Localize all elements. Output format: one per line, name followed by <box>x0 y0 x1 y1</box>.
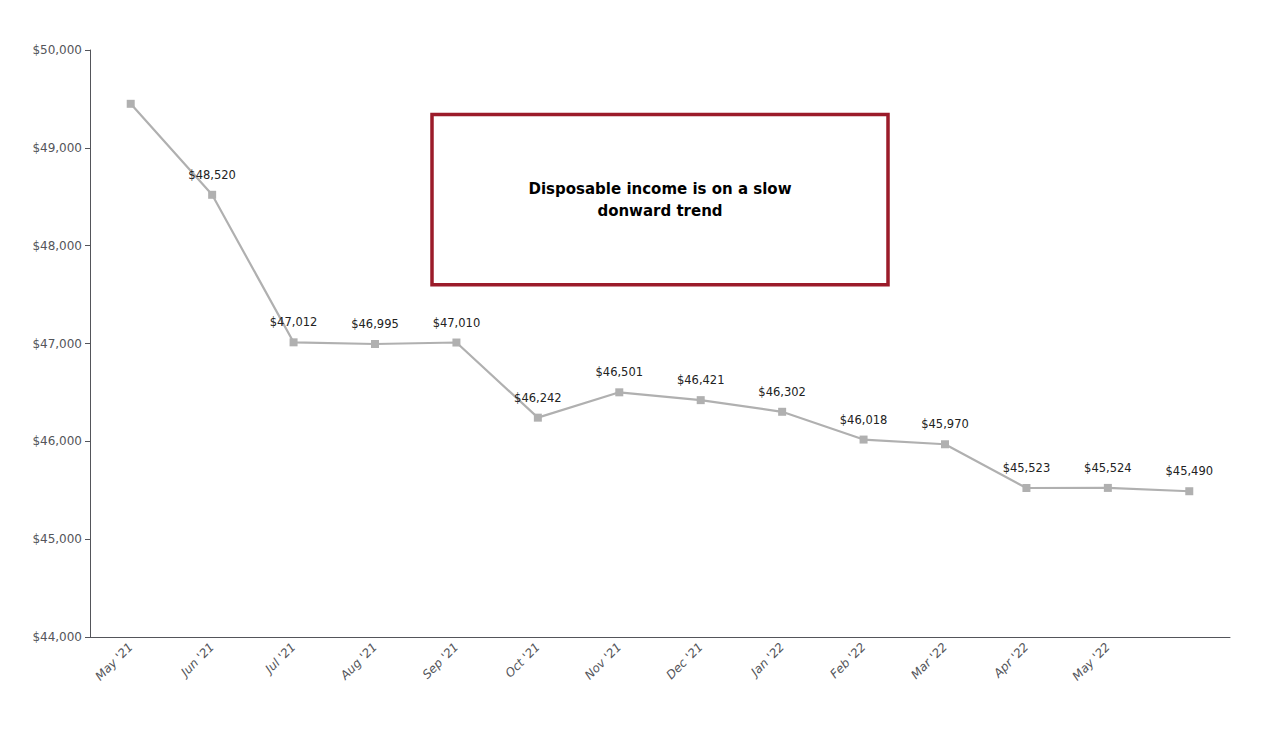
svg-text:Sep '21: Sep '21 <box>420 640 462 682</box>
svg-text:$46,421: $46,421 <box>677 373 725 387</box>
svg-text:Mar '22: Mar '22 <box>908 640 950 682</box>
svg-text:$46,995: $46,995 <box>351 317 399 331</box>
svg-text:May '22: May '22 <box>1070 640 1113 683</box>
svg-text:$44,000: $44,000 <box>32 630 82 644</box>
svg-text:$47,000: $47,000 <box>32 337 82 351</box>
svg-text:$46,242: $46,242 <box>514 391 562 405</box>
svg-text:$46,501: $46,501 <box>596 365 644 379</box>
svg-text:Jun '21: Jun '21 <box>177 640 217 680</box>
svg-text:$45,523: $45,523 <box>1003 461 1051 475</box>
svg-text:$49,000: $49,000 <box>32 141 82 155</box>
svg-text:Apr '22: Apr '22 <box>990 640 1031 681</box>
svg-text:Disposable income is on a slow: Disposable income is on a slow <box>528 180 791 198</box>
svg-text:Dec '21: Dec '21 <box>664 640 706 682</box>
svg-text:Nov '21: Nov '21 <box>582 640 624 682</box>
svg-text:Feb '22: Feb '22 <box>827 640 868 681</box>
svg-text:$47,010: $47,010 <box>433 316 481 330</box>
svg-text:Aug '21: Aug '21 <box>337 640 380 683</box>
svg-text:$46,302: $46,302 <box>758 385 806 399</box>
svg-text:$47,012: $47,012 <box>270 315 318 329</box>
svg-text:$50,000: $50,000 <box>32 43 82 57</box>
svg-text:$46,000: $46,000 <box>32 434 82 448</box>
svg-text:donward trend: donward trend <box>597 202 722 220</box>
svg-text:$48,520: $48,520 <box>188 168 236 182</box>
svg-text:$45,524: $45,524 <box>1084 461 1132 475</box>
svg-text:$46,018: $46,018 <box>840 413 888 427</box>
svg-text:$45,490: $45,490 <box>1166 464 1214 478</box>
svg-text:Jan '22: Jan '22 <box>747 640 787 680</box>
svg-text:May '21: May '21 <box>92 640 135 683</box>
svg-text:Jul '21: Jul '21 <box>261 640 298 677</box>
svg-text:$45,000: $45,000 <box>32 532 82 546</box>
svg-text:$48,000: $48,000 <box>32 239 82 253</box>
svg-text:Oct '21: Oct '21 <box>502 640 542 680</box>
svg-text:$45,970: $45,970 <box>921 417 969 431</box>
